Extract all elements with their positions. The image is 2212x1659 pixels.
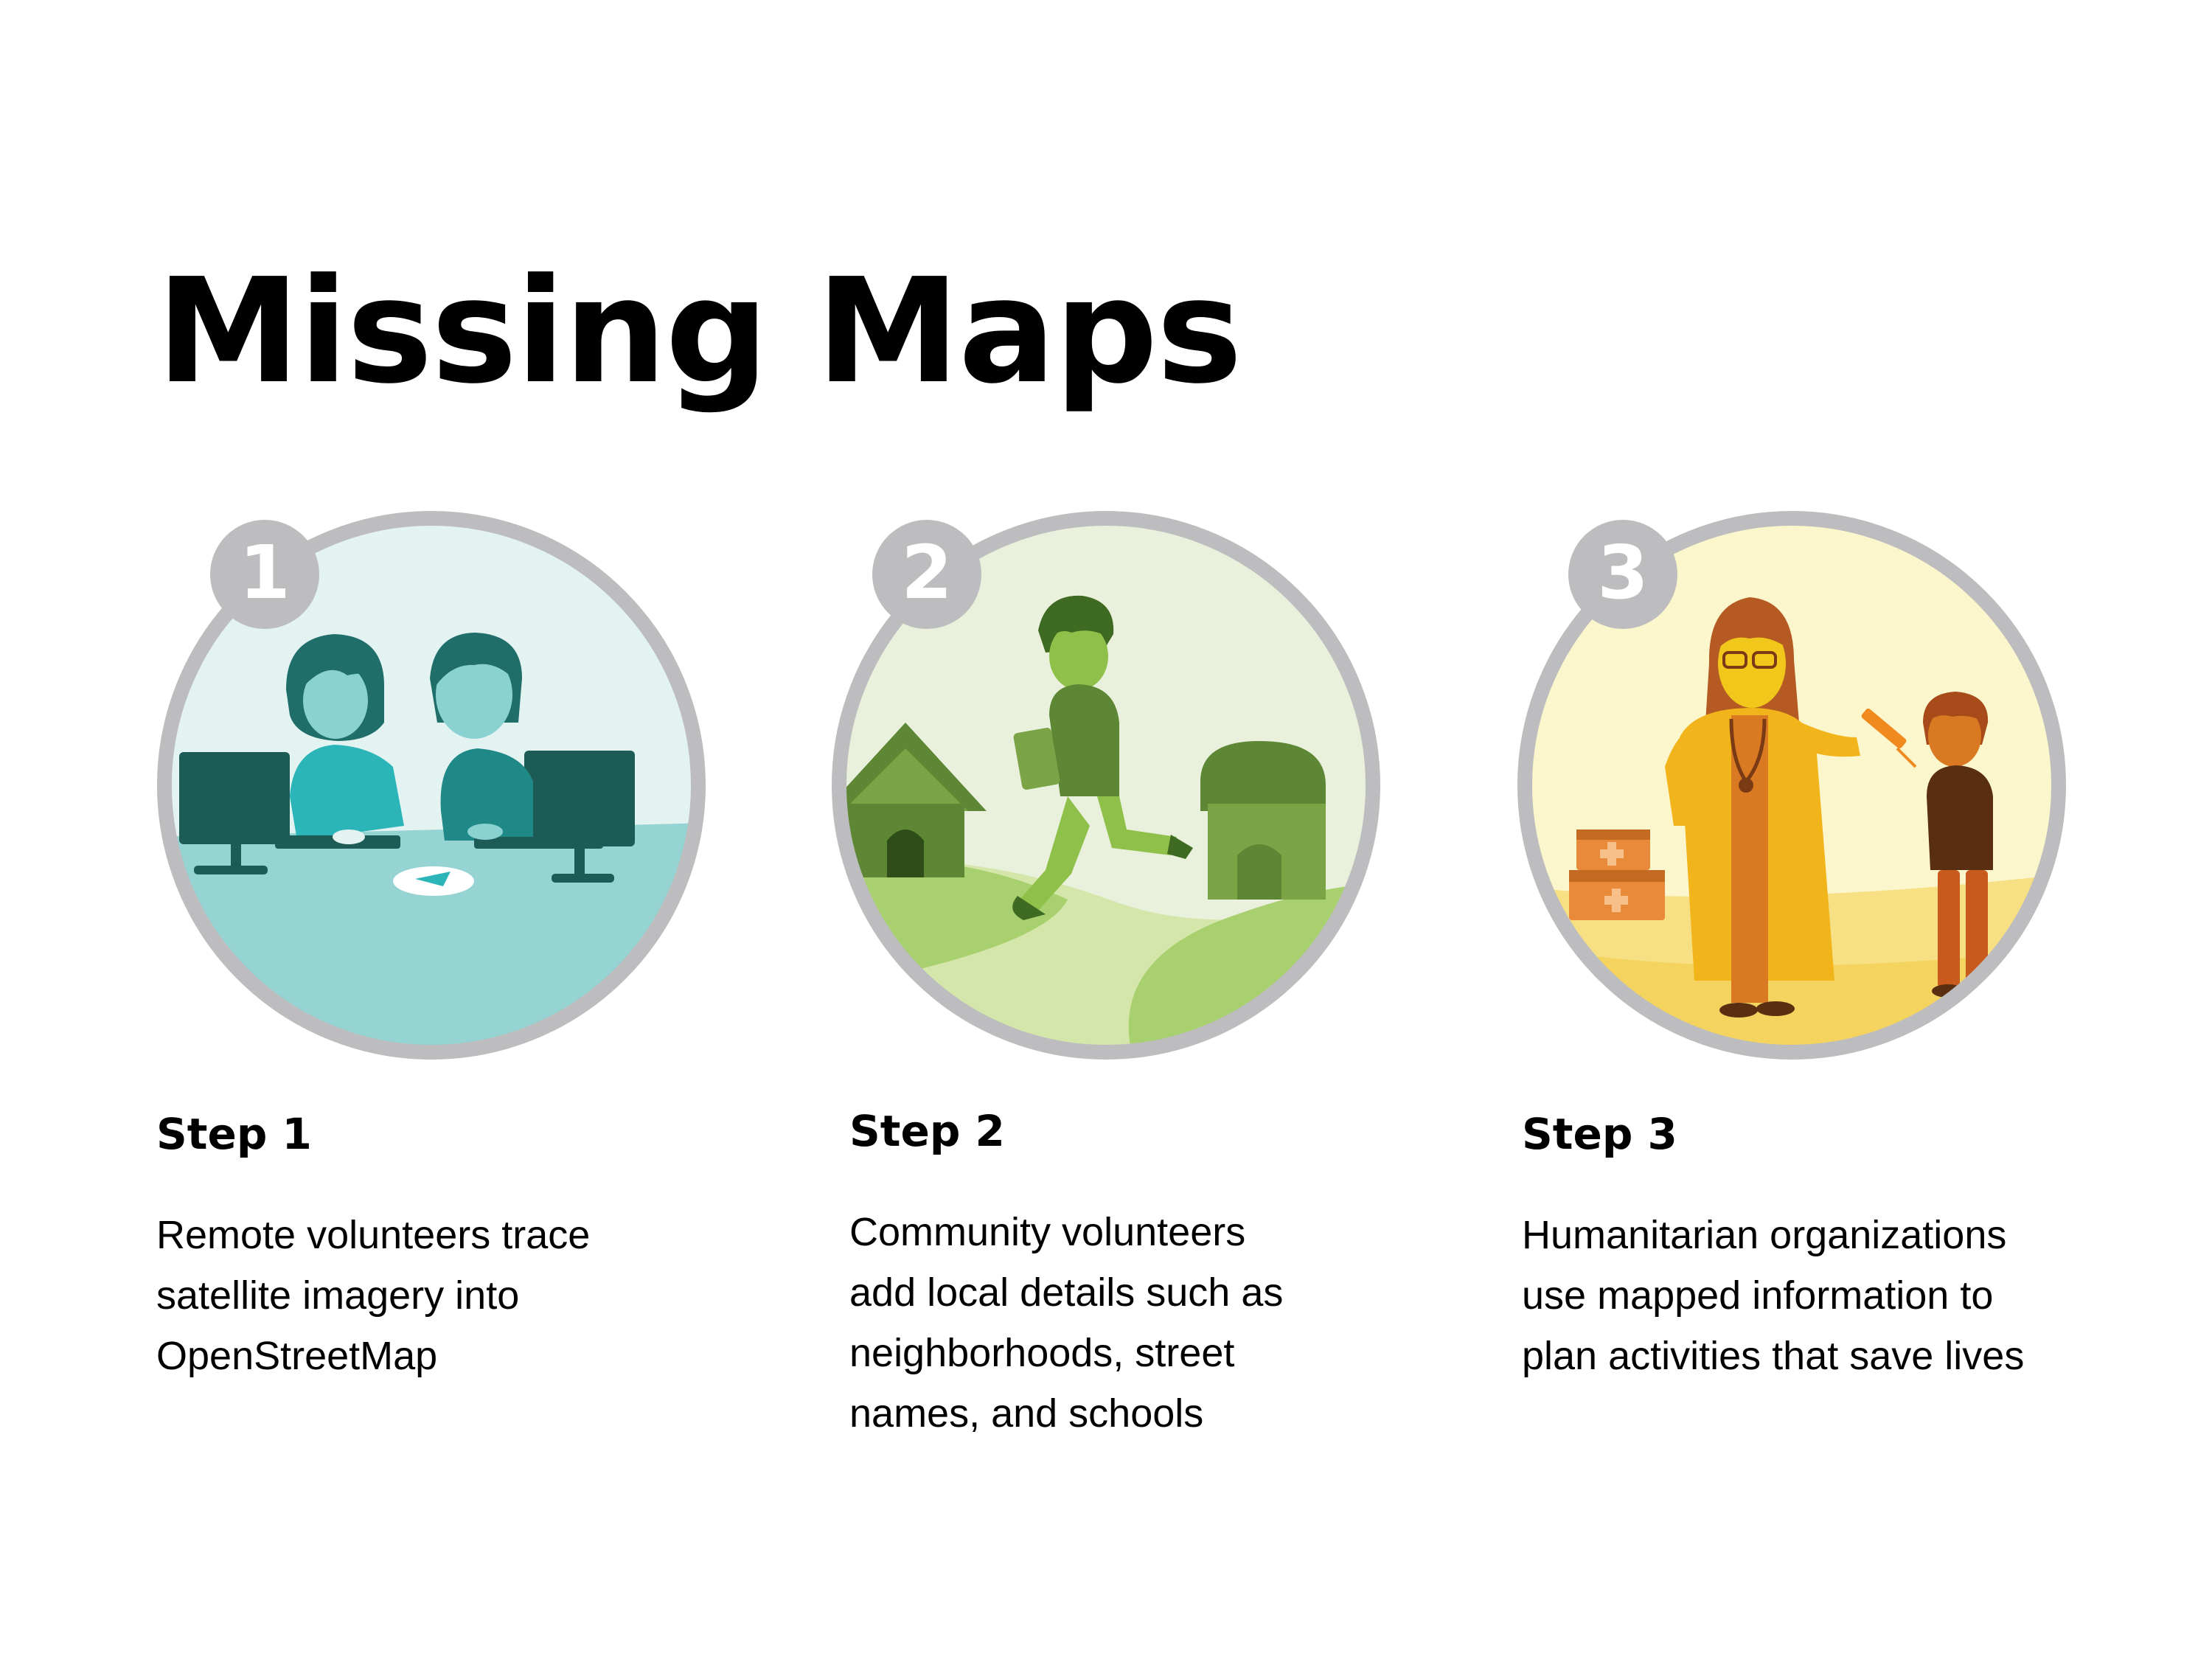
medical-kit-icon — [1569, 830, 1665, 920]
step-1: 1 Step 1 Remote volunteers trace satelli… — [0, 0, 706, 1659]
step-2-illustration — [832, 511, 1380, 1060]
left-monitor-icon — [179, 752, 290, 844]
child-icon — [1923, 692, 1994, 998]
house-left-icon — [839, 723, 987, 877]
volunteer-right-icon — [430, 633, 603, 849]
step-3-heading: Step 3 — [1522, 1109, 1677, 1159]
step-2-badge: 2 — [872, 520, 981, 629]
step-1-heading: Step 1 — [156, 1109, 312, 1159]
step-3-badge-number: 3 — [1597, 529, 1649, 616]
step-1-ring — [157, 511, 706, 1060]
step-3-ring — [1517, 511, 2066, 1060]
step-2-ring — [832, 511, 1380, 1060]
community-volunteer-icon — [1012, 595, 1193, 920]
tablet-icon — [1013, 728, 1060, 790]
step-3: 3 Step 3 Humanitarian organizations use … — [0, 0, 2066, 1659]
doctor-icon — [1665, 597, 1917, 1018]
step-1-illustration — [157, 511, 706, 1060]
page-title: Missing Maps — [156, 248, 1242, 416]
volunteer-left-icon — [275, 634, 404, 849]
step-2-heading: Step 2 — [849, 1106, 1005, 1156]
step-3-badge: 3 — [1568, 520, 1677, 629]
step-2-description: Community volunteers add local details s… — [849, 1210, 1284, 1436]
step-1-badge: 1 — [210, 520, 319, 629]
right-monitor-icon — [524, 751, 635, 846]
step-1-description: Remote volunteers trace satellite imager… — [156, 1213, 591, 1378]
step-3-description: Humanitarian organizations use mapped in… — [1522, 1213, 2025, 1378]
house-right-icon — [1200, 741, 1326, 900]
syringe-icon — [1861, 709, 1917, 768]
step-1-badge-number: 1 — [239, 529, 291, 616]
step-3-illustration — [1517, 511, 2066, 1060]
step-2-badge-number: 2 — [901, 529, 953, 616]
step-2: 2 Step 2 Community volunteers add local … — [0, 0, 1380, 1659]
